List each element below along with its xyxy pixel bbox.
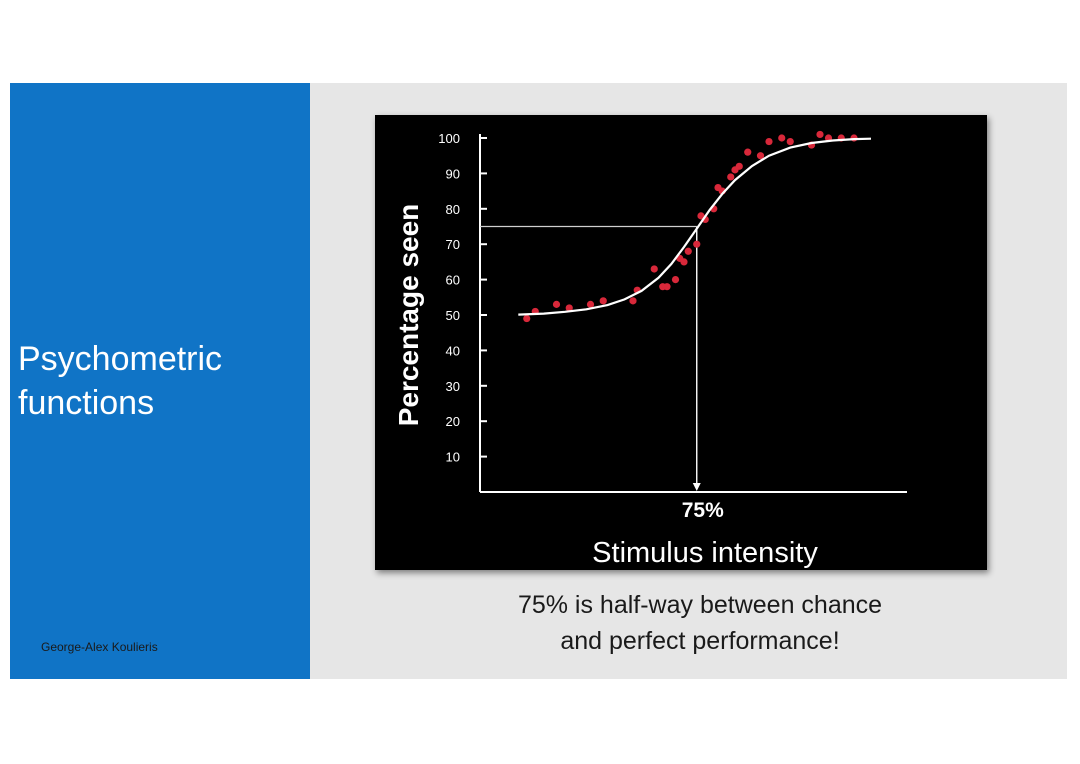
data-point — [693, 240, 701, 248]
x-axis-label: Stimulus intensity — [592, 537, 818, 569]
caption-line-1: 75% is half-way between chance — [517, 591, 883, 619]
data-point — [684, 247, 692, 255]
data-point — [629, 297, 637, 305]
y-axis-label: Percentage seen — [393, 204, 424, 427]
slide-title-line-1: Psychometric — [18, 340, 223, 378]
slide-title-line-2: functions — [18, 384, 155, 422]
y-tick-label: 50 — [446, 308, 460, 323]
threshold-arrowhead — [692, 483, 701, 491]
data-point — [786, 137, 794, 146]
data-point — [735, 162, 743, 170]
data-point — [744, 148, 752, 156]
y-tick-label: 30 — [446, 379, 460, 394]
author-name: George-Alex Koulieris — [41, 640, 158, 654]
data-point — [765, 137, 773, 146]
caption: 75% is half-way between chance and perfe… — [440, 587, 960, 659]
data-point — [816, 130, 824, 139]
y-tick-label: 10 — [446, 450, 460, 465]
data-point — [727, 173, 735, 181]
data-point — [599, 297, 607, 305]
data-points — [523, 130, 858, 323]
data-point — [671, 276, 680, 284]
data-point — [552, 300, 561, 308]
title-panel: Psychometric functions George-Alex Kouli… — [10, 83, 310, 679]
psychometric-chart: 10 20 30 40 50 60 70 80 90 100 75% Stimulus inten… — [375, 115, 987, 570]
data-point — [650, 265, 658, 273]
data-point — [756, 152, 765, 160]
fitted-curve — [518, 137, 872, 316]
y-tick-label: 80 — [446, 202, 460, 217]
slide: Psychometric functions George-Alex Kouli… — [10, 83, 1067, 679]
data-point — [680, 258, 688, 266]
data-point — [523, 314, 531, 323]
data-point — [778, 134, 786, 142]
y-tick-label: 20 — [446, 414, 460, 429]
y-tick-label: 40 — [446, 343, 460, 358]
caption-line-2: and perfect performance! — [560, 627, 840, 655]
threshold-label: 75% — [682, 499, 724, 522]
data-point — [586, 300, 595, 308]
chart-svg: 10 20 30 40 50 60 70 80 90 100 75% Stimulus inten… — [393, 130, 907, 569]
y-tick-label: 70 — [446, 237, 460, 252]
y-tick-label: 60 — [446, 273, 460, 288]
y-tick-group: 10 20 30 40 50 60 70 80 90 100 — [438, 131, 487, 465]
slide-title: Psychometric functions — [18, 337, 308, 425]
data-point — [663, 283, 671, 291]
data-point — [565, 304, 573, 312]
y-tick-label: 100 — [438, 131, 460, 146]
y-tick-label: 90 — [446, 166, 460, 181]
